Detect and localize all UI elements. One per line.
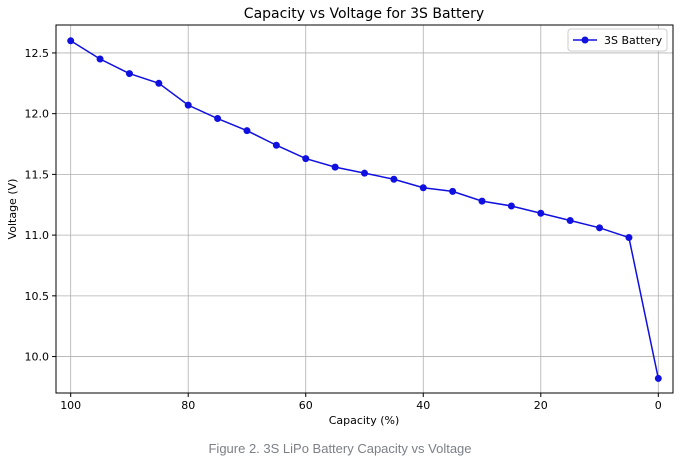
data-point — [507, 202, 515, 210]
data-point — [449, 187, 457, 195]
y-tick-label: 12.5 — [25, 47, 50, 60]
x-tick-label: 40 — [416, 399, 430, 412]
legend-marker-swatch — [581, 36, 589, 44]
y-tick-label: 11.5 — [25, 168, 50, 181]
x-tick-label: 80 — [181, 399, 195, 412]
y-tick-label: 10.0 — [25, 351, 50, 364]
data-point — [566, 217, 574, 225]
legend-box — [567, 28, 668, 52]
y-tick-label: 11.0 — [25, 229, 50, 242]
data-point — [67, 37, 75, 45]
data-point — [478, 197, 486, 205]
data-point — [272, 141, 280, 149]
x-axis-label: Capacity (%) — [329, 414, 400, 427]
data-point — [537, 209, 545, 217]
data-point — [625, 234, 633, 242]
grid-lines — [56, 25, 673, 393]
data-point — [654, 374, 662, 382]
chart-title: Capacity vs Voltage for 3S Battery — [244, 6, 484, 22]
legend: 3S Battery — [567, 28, 668, 52]
data-point — [96, 55, 104, 63]
data-point — [214, 115, 222, 123]
data-point — [243, 127, 251, 135]
data-point — [419, 184, 427, 192]
x-tick-label: 60 — [299, 399, 313, 412]
figure-caption: Figure 2. 3S LiPo Battery Capacity vs Vo… — [208, 441, 472, 456]
x-tick-label: 20 — [534, 399, 548, 412]
data-point — [302, 155, 310, 163]
data-point — [184, 101, 192, 109]
plot-frame — [55, 24, 674, 394]
y-tick-label: 12.0 — [25, 108, 50, 121]
data-point — [155, 79, 163, 87]
legend-label: 3S Battery — [604, 34, 663, 47]
data-point — [125, 70, 133, 78]
series-line — [70, 40, 660, 379]
data-point — [361, 169, 368, 177]
x-axis-ticks: 100 80 60 40 20 0 — [60, 393, 662, 412]
x-tick-label: 0 — [655, 399, 662, 412]
y-axis-label: Voltage (V) — [6, 179, 19, 240]
y-tick-label: 10.5 — [25, 290, 50, 303]
data-point — [596, 224, 604, 232]
data-point — [331, 163, 339, 171]
x-tick-label: 100 — [60, 399, 81, 412]
series-plot — [67, 37, 662, 382]
y-axis-ticks: 10.0 10.5 11.0 11.5 12.0 12.5 — [25, 47, 56, 364]
data-point — [390, 175, 398, 183]
